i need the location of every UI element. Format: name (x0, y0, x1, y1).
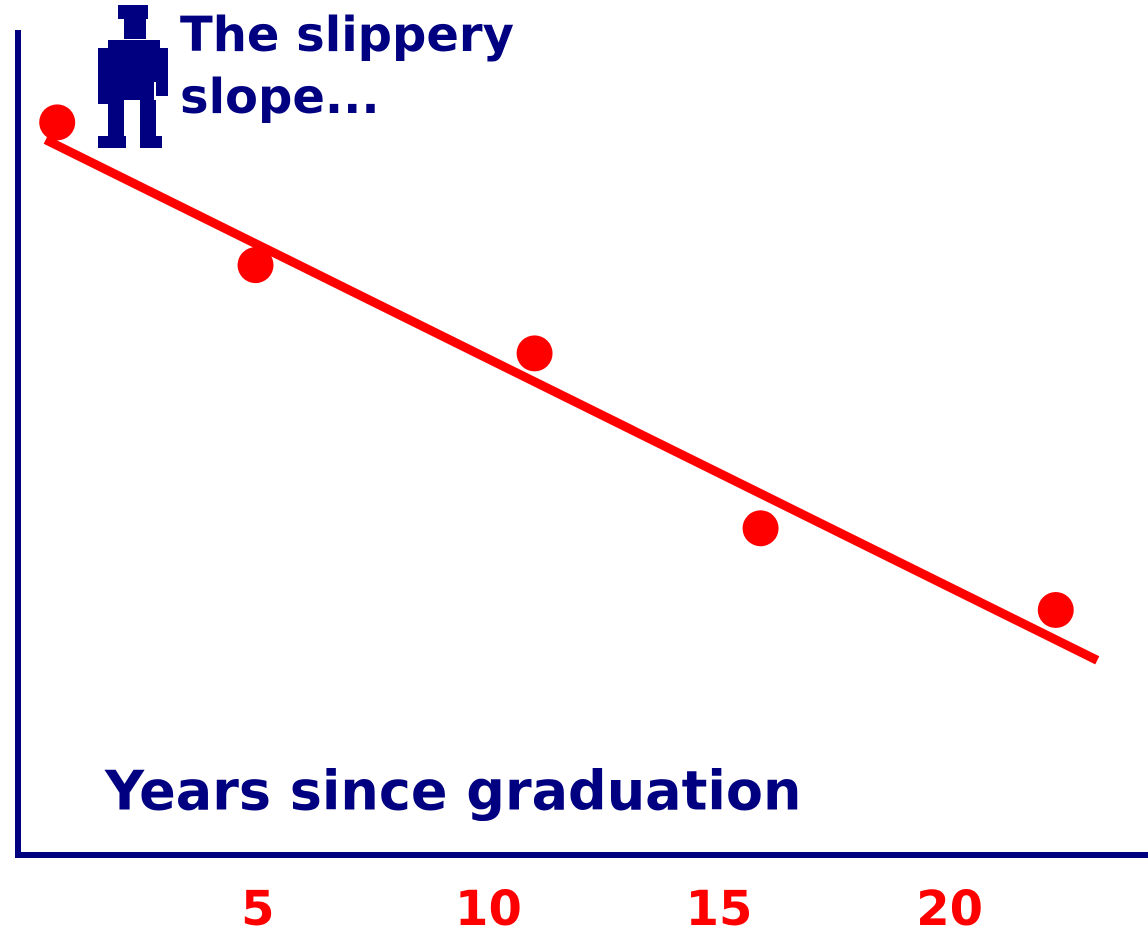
x-tick-label: 20 (916, 881, 983, 937)
data-point (517, 335, 553, 371)
data-point (1038, 592, 1074, 628)
chart: The slippery slope... Years since gradua… (0, 0, 1148, 939)
x-tick-label: 15 (686, 881, 753, 937)
data-point (238, 247, 274, 283)
trend-line (46, 140, 1098, 661)
chart-title: The slippery (180, 7, 514, 63)
data-point (743, 510, 779, 546)
figure-icon (98, 5, 168, 148)
data-point (39, 104, 75, 140)
x-tick-label: 5 (241, 881, 274, 937)
x-tick-label: 10 (455, 881, 522, 937)
chart-title: slope... (180, 69, 380, 125)
x-axis-label: Years since graduation (104, 760, 801, 823)
